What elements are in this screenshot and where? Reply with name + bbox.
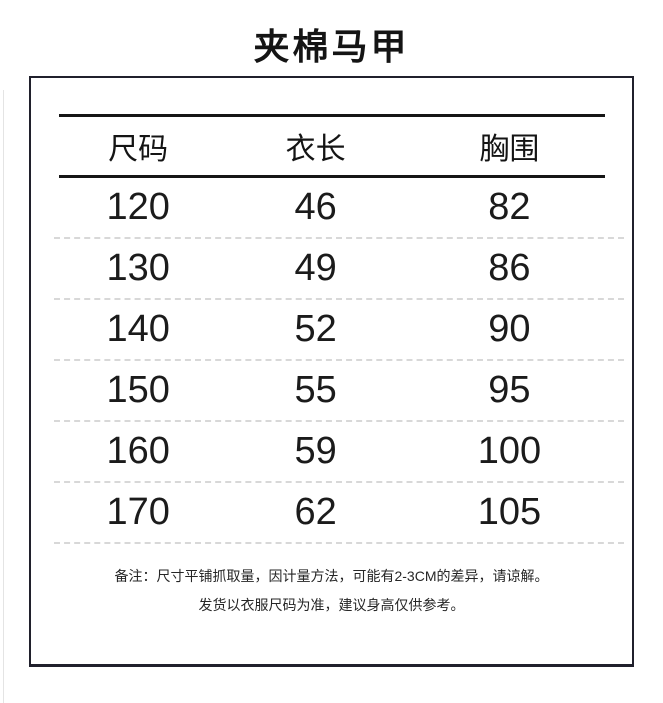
- table-row: 140 52 90: [59, 300, 605, 359]
- table-header-bottom-rule: [59, 175, 605, 178]
- row-divider: [54, 298, 624, 300]
- cell-chest: 86: [488, 247, 531, 289]
- cell-size: 130: [106, 247, 170, 289]
- row-divider: [54, 481, 624, 483]
- cell-size: 140: [106, 308, 170, 350]
- cell-length: 46: [294, 186, 337, 228]
- table-body: 120 46 82 130 49 86 140 52 90 150 55 95 …: [31, 178, 632, 544]
- page-title: 夹棉马甲: [253, 26, 410, 67]
- table-row: 160 59 100: [59, 422, 605, 481]
- size-chart-panel: 尺码 衣长 胸围 120 46 82 130 49 86 140 52 90 1…: [29, 76, 634, 667]
- column-header-size: 尺码: [108, 133, 169, 166]
- column-header-chest: 胸围: [479, 133, 540, 166]
- cell-length: 59: [294, 430, 337, 472]
- cell-size: 150: [106, 369, 170, 411]
- column-header-length: 衣长: [285, 133, 346, 166]
- notes-block: 备注：尺寸平铺抓取量，因计量方法，可能有2-3CM的差异，请谅解。 发货以衣服尺…: [31, 562, 632, 620]
- table-row: 120 46 82: [59, 178, 605, 237]
- row-divider: [54, 237, 624, 239]
- row-divider: [54, 359, 624, 361]
- table-header-row: 尺码 衣长 胸围: [59, 117, 605, 175]
- cell-size: 120: [106, 186, 170, 228]
- table-row: 170 62 105: [59, 483, 605, 542]
- cell-length: 55: [294, 369, 337, 411]
- cell-size: 160: [106, 430, 170, 472]
- row-divider: [54, 420, 624, 422]
- table-row: 130 49 86: [59, 239, 605, 298]
- cell-chest: 105: [477, 491, 542, 533]
- cell-chest: 100: [477, 430, 542, 472]
- cell-length: 49: [294, 247, 337, 289]
- cell-length: 52: [294, 308, 337, 350]
- cell-chest: 95: [488, 369, 531, 411]
- left-edge-artifact-line: [3, 90, 4, 703]
- table-row: 150 55 95: [59, 361, 605, 420]
- cell-chest: 90: [488, 308, 531, 350]
- row-divider: [54, 542, 624, 544]
- cell-size: 170: [106, 491, 170, 533]
- table-top-rule: [59, 114, 605, 117]
- note-line-shipping: 发货以衣服尺码为准，建议身高仅供参考。: [198, 597, 465, 613]
- cell-length: 62: [294, 491, 337, 533]
- note-line-measurement: 备注：尺寸平铺抓取量，因计量方法，可能有2-3CM的差异，请谅解。: [114, 568, 549, 584]
- cell-chest: 82: [488, 186, 531, 228]
